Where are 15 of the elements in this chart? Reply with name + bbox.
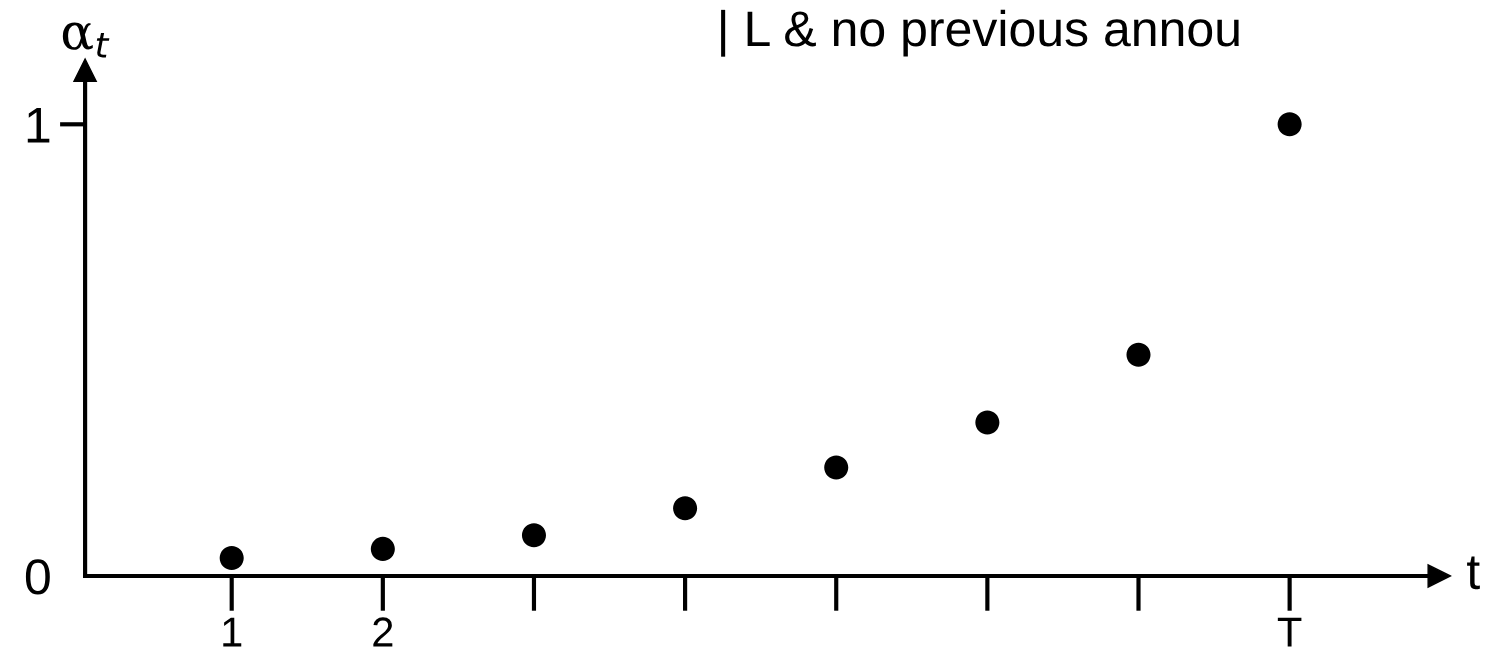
point xyxy=(1277,112,1302,137)
x-tick-label: 1 xyxy=(223,617,242,647)
x-tick-label: T xyxy=(1277,617,1302,647)
point xyxy=(1126,342,1151,367)
y-tick-label: 0 xyxy=(25,559,50,595)
x-axis-title: t xyxy=(1467,556,1480,590)
chart-title: | L & no previous annou xyxy=(721,9,1239,57)
y-axis-title: α$_{t}$ xyxy=(62,22,110,58)
point xyxy=(673,496,698,521)
point xyxy=(521,523,546,548)
x-tick-label: 2 xyxy=(373,617,393,647)
point xyxy=(219,545,244,570)
point xyxy=(370,536,395,561)
point xyxy=(824,455,849,480)
point xyxy=(975,410,1000,435)
